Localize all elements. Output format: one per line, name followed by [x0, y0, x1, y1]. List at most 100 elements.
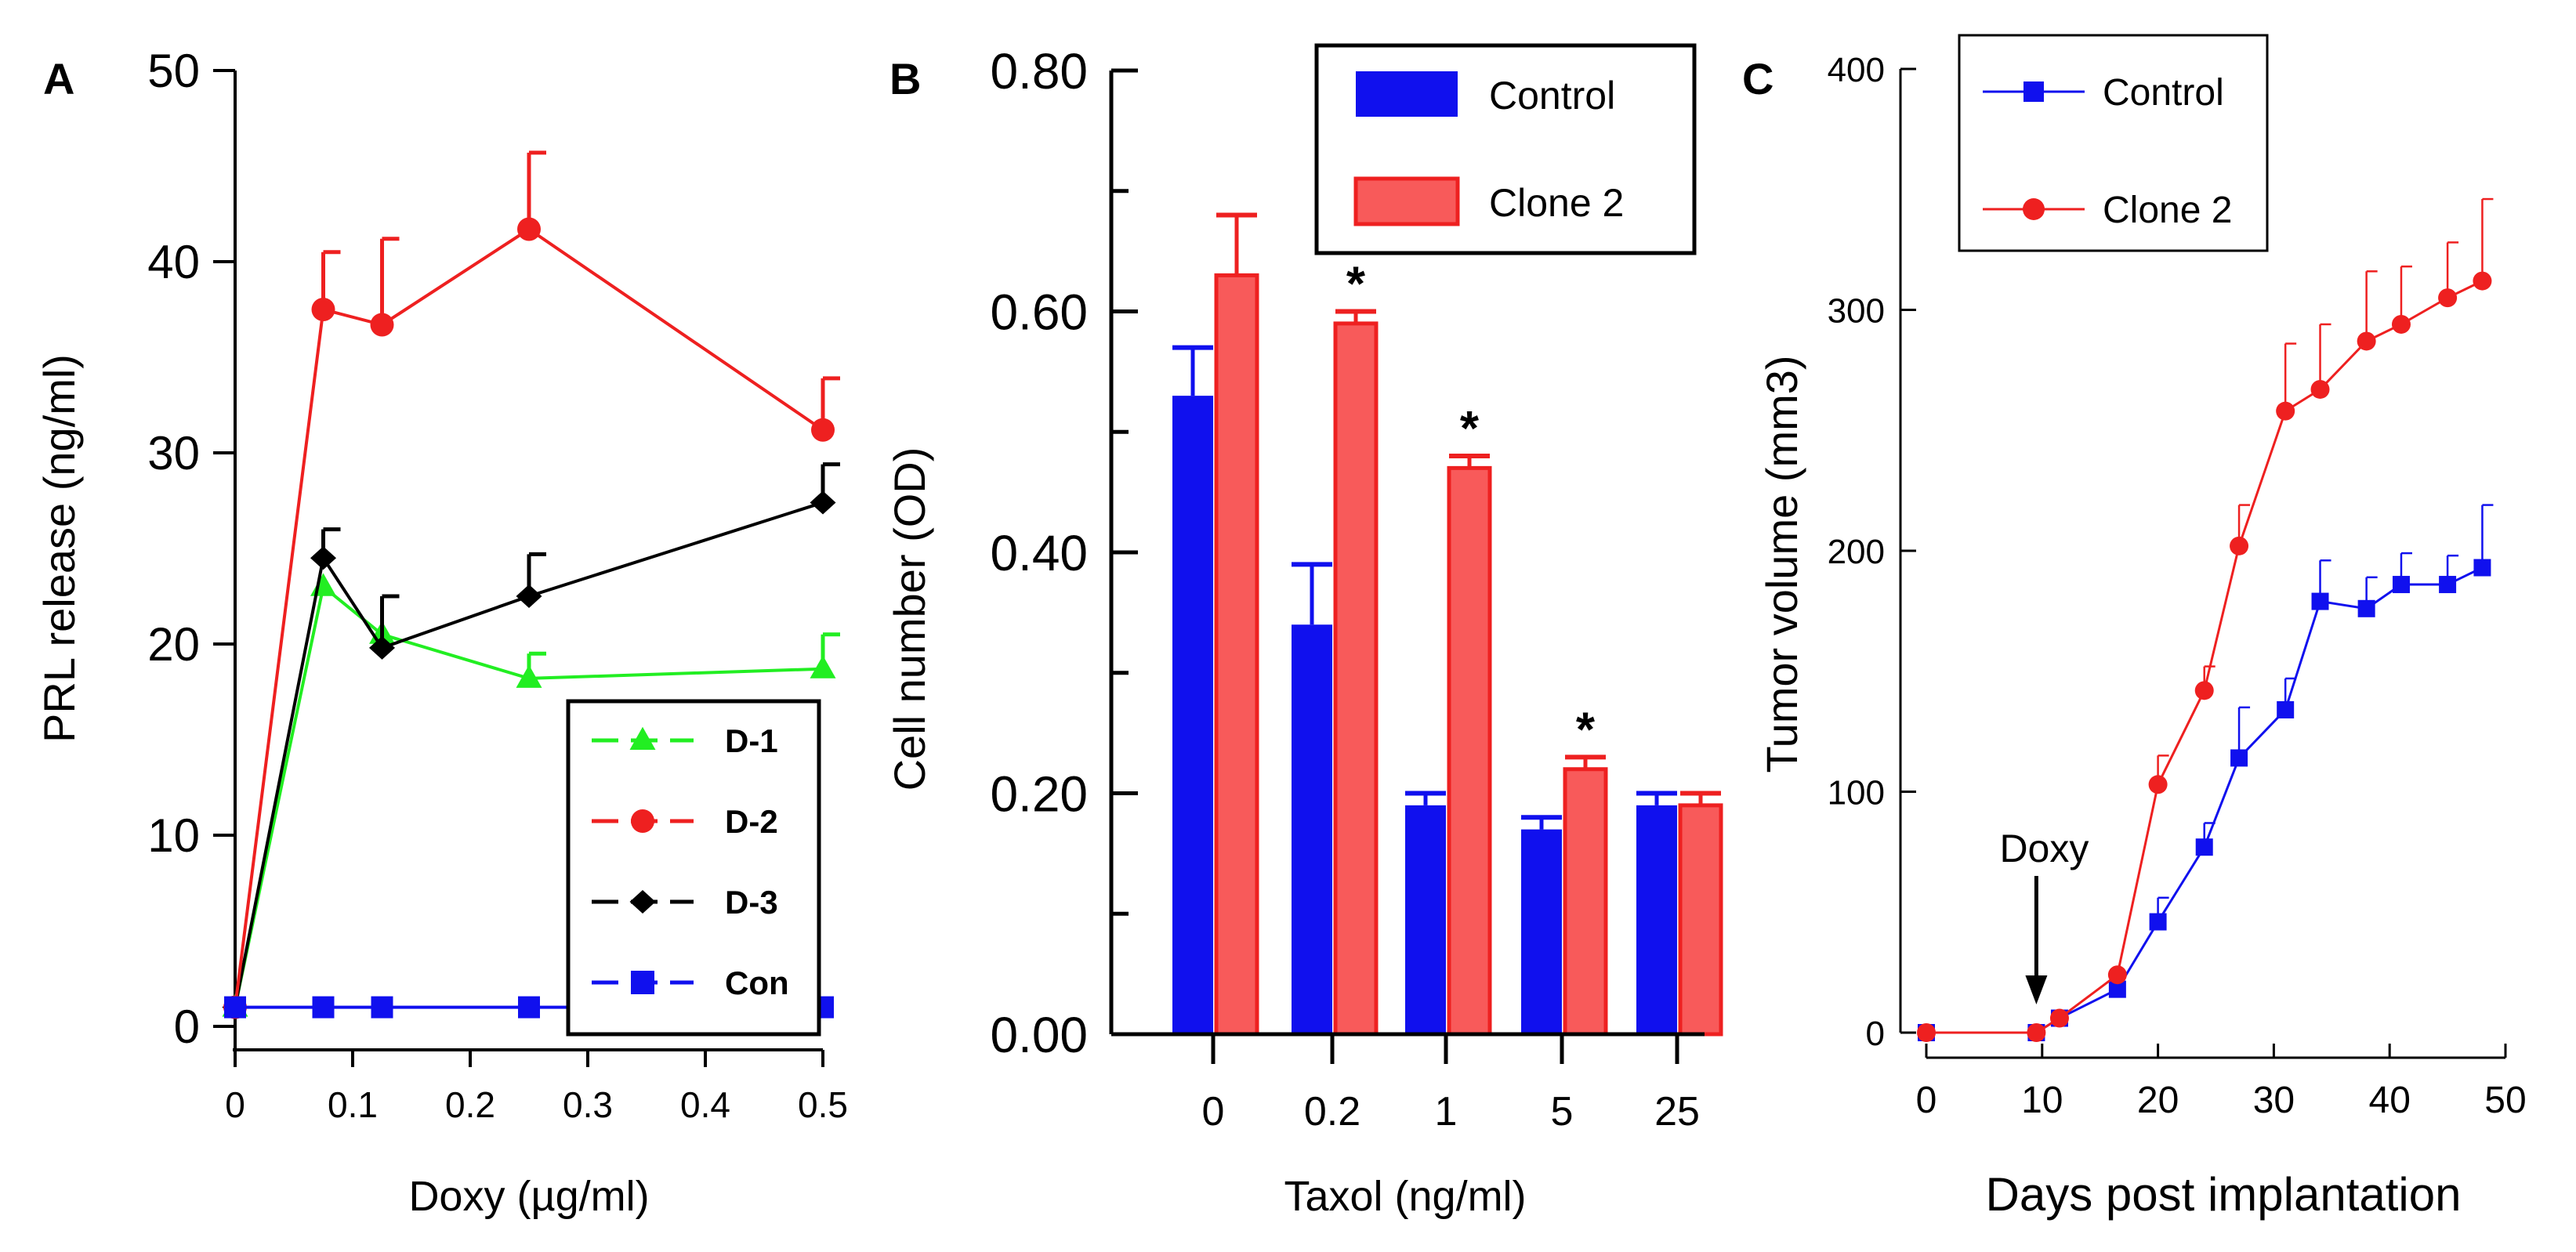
significance-marker: *: [1460, 402, 1480, 456]
y-tick-label: 0.80: [990, 43, 1088, 100]
panel-b: B 0.00 0.20 0.40 0.60 0.80 0 * 0.2 * 1 * 5 25 Taxol (n…: [885, 43, 1723, 1220]
legend-label-con: Con: [725, 964, 789, 1001]
bar-clone-2: [1333, 321, 1379, 1037]
x-tick-label: 0.2: [445, 1084, 495, 1125]
data-point-clone-2: [2107, 965, 2127, 985]
panel-label-c: C: [1742, 54, 1773, 103]
data-point-clone-2: [2049, 1008, 2069, 1028]
x-tick-label: 10: [2021, 1080, 2063, 1121]
legend-label-clone-2: Clone 2: [1489, 181, 1624, 225]
x-tick-label: 1: [1435, 1089, 1458, 1134]
data-point-d-3: [516, 584, 542, 608]
panel-c: C 0 100 200 300 400 0 10 20 30 40 50 Days post impla…: [1742, 34, 2527, 1221]
significance-marker: *: [1576, 703, 1596, 757]
y-tick-label: 20: [147, 618, 200, 671]
data-point-control: [2439, 576, 2457, 594]
x-tick-label: 40: [2369, 1080, 2411, 1121]
annotation-arrow-head: [2025, 975, 2048, 1004]
data-point-clone-2: [2230, 536, 2249, 555]
data-point-control: [2473, 559, 2491, 577]
x-tick-label: 25: [1654, 1089, 1700, 1134]
legend-marker-con: [631, 971, 654, 994]
data-point-d-3: [369, 635, 395, 660]
data-point-clone-2: [2473, 271, 2492, 291]
data-point-clone-2: [2357, 331, 2376, 351]
x-tick-label: 30: [2253, 1080, 2295, 1121]
data-point-d-2: [311, 298, 335, 321]
y-axis-label: Tumor volume (mm3): [1757, 355, 1806, 773]
legend-marker-clone-2: [2023, 198, 2045, 220]
bar-control: [1405, 805, 1446, 1034]
x-tick-label: 0.3: [563, 1084, 613, 1125]
x-tick-label: 0: [225, 1084, 245, 1125]
x-tick-label: 0: [1202, 1089, 1225, 1134]
data-point-d-1: [516, 664, 542, 688]
bar-clone-2: [1678, 803, 1723, 1037]
data-point-clone-2: [2438, 288, 2458, 308]
data-point-clone-2: [2148, 775, 2168, 794]
data-point-clone-2: [2194, 681, 2214, 700]
legend-marker-d-1: [629, 726, 656, 750]
legend-swatch-clone-2: [1353, 176, 1460, 226]
legend-box: [1958, 34, 2269, 252]
y-tick-label: 10: [147, 809, 200, 862]
series-line-clone-2: [1926, 280, 2484, 1034]
y-tick-label: 0.60: [990, 284, 1088, 341]
data-point-con: [312, 996, 335, 1019]
data-point-clone-2: [2276, 401, 2295, 421]
x-tick-label: 0.4: [680, 1084, 730, 1125]
data-point-d-2: [370, 313, 394, 337]
data-point-control: [2392, 576, 2410, 594]
x-tick-label: 50: [2484, 1080, 2526, 1121]
panel-label-b: B: [889, 54, 921, 103]
data-point-control: [2149, 913, 2167, 931]
legend-marker-d-2: [631, 809, 654, 833]
data-point-clone-2: [2391, 314, 2411, 334]
x-tick-label: 5: [1551, 1089, 1574, 1134]
data-point-control: [2357, 599, 2375, 617]
y-tick-label: 40: [147, 236, 200, 288]
y-tick-label: 0: [1866, 1015, 1885, 1053]
data-point-d-3: [810, 490, 836, 515]
y-tick-label: 400: [1828, 51, 1885, 89]
y-tick-label: 0.00: [990, 1007, 1088, 1063]
panel-a: A 0 10 20 30 40 50 0 0.1 0.2 0.3 0.4 0.5 Doxy (µg/ml)…: [34, 45, 848, 1220]
x-axis-label: Days post implantation: [1986, 1168, 2462, 1221]
x-tick-label: 0: [1916, 1080, 1937, 1121]
x-axis-label: Doxy (µg/ml): [408, 1173, 649, 1220]
data-point-control: [2195, 838, 2213, 856]
data-point-control: [2230, 749, 2248, 767]
legend-label-clone-2: Clone 2: [2103, 190, 2232, 231]
y-tick-label: 300: [1828, 292, 1885, 331]
legend-marker-d-3: [629, 890, 656, 914]
data-point-con: [518, 996, 540, 1019]
data-point-control: [2108, 980, 2126, 998]
legend-label-d-3: D-3: [725, 884, 778, 921]
y-axis-label: PRL release (ng/ml): [34, 354, 84, 743]
bar-clone-2: [1563, 767, 1608, 1037]
annotation-doxy: Doxy: [1999, 827, 2089, 870]
data-point-d-2: [517, 217, 541, 241]
x-tick-label: 0.5: [798, 1084, 848, 1125]
y-tick-label: 30: [147, 427, 200, 479]
bar-control: [1636, 805, 1677, 1034]
y-tick-label: 100: [1828, 774, 1885, 812]
data-point-d-3: [310, 546, 336, 570]
bar-clone-2: [1447, 465, 1492, 1037]
legend-label-control: Control: [1489, 74, 1615, 118]
x-tick-label: 0.2: [1304, 1089, 1360, 1134]
legend-swatch-control: [1356, 71, 1458, 117]
bar-control: [1172, 396, 1213, 1034]
data-point-d-1: [810, 655, 836, 678]
y-tick-label: 0.40: [990, 525, 1088, 581]
panel-label-a: A: [43, 54, 74, 103]
data-point-control: [2311, 592, 2329, 610]
x-axis-label: Taxol (ng/ml): [1284, 1173, 1526, 1220]
data-point-clone-2: [2310, 379, 2330, 399]
y-tick-label: 50: [147, 45, 200, 97]
data-point-clone-2: [1917, 1023, 1936, 1042]
x-tick-label: 20: [2137, 1080, 2179, 1121]
bar-control: [1521, 829, 1562, 1034]
data-point-con: [371, 996, 393, 1019]
